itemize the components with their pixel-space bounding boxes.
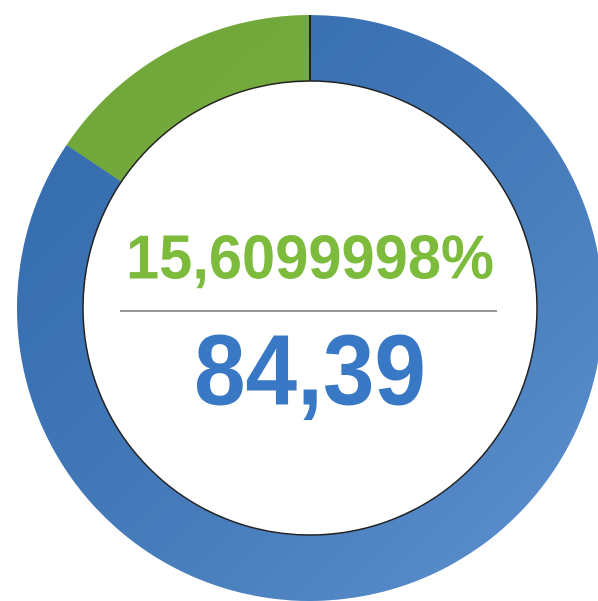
center-disc: [82, 80, 538, 536]
secondary-value-label: 84,39: [194, 314, 426, 426]
primary-value-label: 15,6099998%: [126, 223, 494, 292]
